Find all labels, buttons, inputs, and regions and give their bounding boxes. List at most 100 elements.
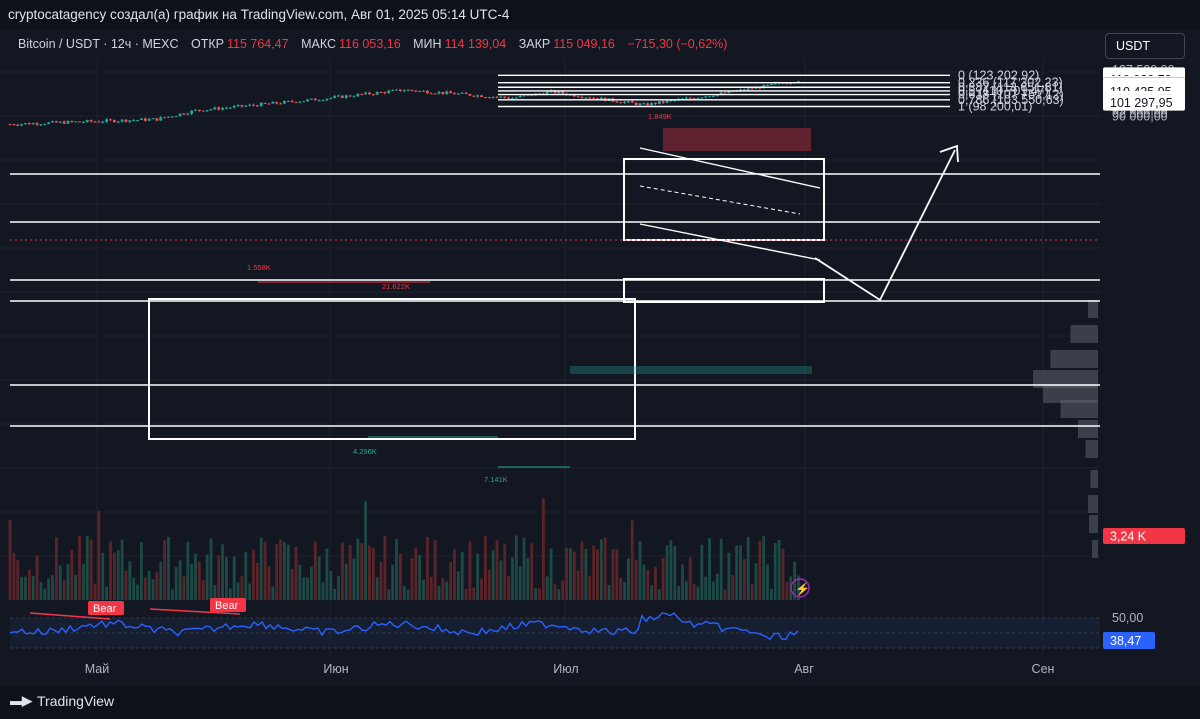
candle-body: [43, 124, 47, 126]
candle-body: [228, 107, 232, 109]
volume-bar: [313, 541, 317, 600]
volume-profile-bar: [1088, 495, 1098, 513]
volume-bar: [781, 548, 785, 600]
candle-body: [596, 98, 599, 100]
candle-body: [518, 95, 522, 98]
volume-bar: [167, 536, 170, 600]
candle-body: [487, 97, 491, 99]
candle-body: [151, 118, 155, 120]
candle-body: [696, 97, 700, 99]
candle-body: [630, 101, 634, 103]
volume-bar: [657, 589, 661, 600]
volume-annotation: 4.296K: [353, 447, 377, 456]
volume-profile-bar: [1088, 300, 1098, 318]
rsi-level-label: 50,00: [1112, 611, 1143, 625]
volume-bar: [267, 566, 271, 600]
candle-body: [174, 116, 178, 118]
volume-bar: [74, 574, 78, 600]
candle-body: [654, 102, 657, 104]
volume-bar: [252, 549, 255, 600]
volume-bar: [136, 584, 139, 600]
fib-label: 0 (123 202,92): [958, 68, 1039, 82]
volume-bar: [70, 550, 74, 600]
candle-body: [750, 88, 754, 90]
volume-bar: [445, 581, 449, 600]
brand: ▬▶ TradingView: [10, 693, 114, 709]
volume-bar: [456, 571, 460, 600]
candle-body: [395, 89, 398, 91]
candle-body: [124, 119, 128, 122]
candle-body: [313, 98, 317, 101]
volume-bar: [375, 577, 379, 600]
candle-body: [27, 123, 31, 125]
candle-body: [93, 121, 97, 123]
volume-bar: [151, 579, 155, 600]
volume-bar: [704, 576, 708, 600]
candle-body: [464, 92, 468, 94]
candle-body: [503, 96, 507, 98]
candle-body: [661, 101, 665, 103]
price-tag: [1103, 90, 1185, 107]
candle-body: [754, 87, 758, 89]
candle-body: [669, 100, 673, 102]
volume-bar: [642, 564, 646, 600]
candle-body: [491, 96, 495, 98]
volume-bar: [526, 558, 530, 600]
symbol-label[interactable]: Bitcoin / USDT · 12ч · MEXC: [18, 37, 179, 51]
volume-bar: [124, 570, 128, 600]
volume-bar: [228, 588, 232, 600]
volume-bar: [259, 537, 263, 600]
volume-bar: [437, 586, 441, 600]
bear-badge: [210, 598, 246, 612]
candle-body: [557, 91, 561, 94]
volume-bar: [650, 585, 653, 600]
volume-bar: [271, 586, 275, 600]
volume-bar: [225, 556, 228, 600]
candle-body: [692, 98, 696, 100]
candle-body: [580, 96, 584, 98]
volume-bar: [503, 543, 507, 600]
fib-label: 0,5 (110 701,47): [958, 84, 1049, 98]
volume-bar: [522, 537, 526, 600]
candle-body: [793, 82, 796, 84]
candle-body: [271, 101, 275, 104]
candle-body: [360, 93, 364, 95]
volume-bar: [391, 564, 395, 600]
candle-body: [321, 100, 325, 102]
volume-bar: [572, 551, 576, 600]
candle-body: [159, 117, 163, 121]
candle-body: [116, 121, 120, 123]
volume-bar: [348, 544, 352, 600]
candle-body: [565, 93, 568, 96]
volume-bar: [128, 561, 132, 600]
bear-badge: [88, 601, 124, 615]
volume-bar: [472, 587, 476, 600]
candle-body: [167, 116, 170, 118]
candle-body: [541, 93, 545, 95]
volume-annotation: 1.558K: [247, 263, 271, 272]
candle-body: [746, 88, 750, 91]
volume-annotation: 21.622K: [382, 282, 410, 291]
volume-bar: [205, 554, 209, 600]
candle-body: [201, 110, 205, 112]
candle-body: [422, 90, 425, 92]
volume-profile-bar: [1043, 385, 1098, 403]
volume-bar: [120, 539, 124, 600]
volume-bar: [35, 555, 39, 600]
candle-body: [47, 122, 51, 125]
bear-label: Bear: [215, 600, 239, 612]
low-label: МИН: [413, 37, 442, 51]
volume-bar: [561, 580, 565, 600]
currency-button[interactable]: USDT: [1105, 33, 1185, 59]
candle-body: [112, 119, 116, 123]
volume-bar: [592, 545, 596, 600]
volume-bar: [356, 538, 360, 600]
candle-body: [437, 91, 441, 94]
channel-bottom: [639, 223, 821, 261]
candle-body: [742, 89, 746, 91]
candle-body: [418, 90, 422, 92]
candle-body: [333, 96, 337, 98]
candle-body: [406, 89, 410, 91]
volume-bar: [580, 541, 584, 600]
